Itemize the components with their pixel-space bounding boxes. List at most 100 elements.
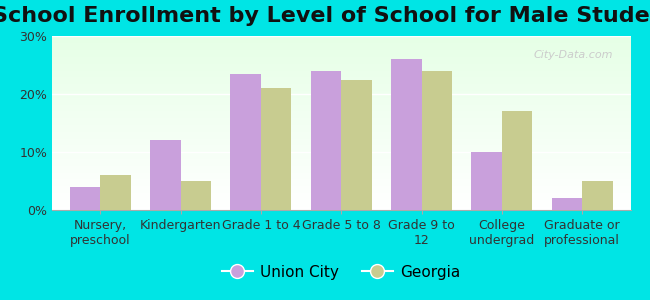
Bar	[52, 55, 630, 56]
Bar	[52, 123, 630, 124]
Bar	[52, 47, 630, 48]
Bar	[52, 53, 630, 54]
Bar	[52, 99, 630, 100]
Bar	[52, 117, 630, 118]
Bar	[52, 75, 630, 76]
Bar	[52, 198, 630, 199]
Bar	[52, 49, 630, 50]
Bar	[52, 181, 630, 182]
Bar	[52, 185, 630, 186]
Bar	[52, 169, 630, 170]
Bar	[52, 60, 630, 61]
Bar	[52, 159, 630, 160]
Bar	[52, 121, 630, 122]
Bar	[52, 95, 630, 96]
Bar	[52, 58, 630, 59]
Bar	[52, 158, 630, 159]
Bar	[52, 138, 630, 139]
Bar	[52, 91, 630, 92]
Bar	[52, 147, 630, 148]
Bar	[52, 72, 630, 73]
Bar	[52, 163, 630, 164]
Bar	[52, 201, 630, 202]
Bar	[52, 88, 630, 89]
Bar	[52, 154, 630, 155]
Bar	[52, 84, 630, 85]
Bar	[52, 46, 630, 47]
Bar	[52, 206, 630, 207]
Bar	[52, 59, 630, 60]
Bar	[471, 152, 502, 210]
Bar	[52, 192, 630, 193]
Bar	[52, 188, 630, 189]
Bar	[52, 165, 630, 166]
Bar	[52, 102, 630, 103]
Bar	[52, 177, 630, 178]
Bar	[52, 144, 630, 145]
Bar	[52, 131, 630, 132]
Bar	[52, 110, 630, 111]
Bar	[52, 38, 630, 39]
Bar	[52, 64, 630, 65]
Bar	[52, 175, 630, 176]
Bar	[52, 76, 630, 77]
Bar	[52, 133, 630, 134]
Bar	[52, 199, 630, 200]
Bar	[52, 136, 630, 137]
Bar	[52, 205, 630, 206]
Bar	[52, 151, 630, 152]
Bar	[52, 109, 630, 110]
Bar	[52, 50, 630, 51]
Bar	[52, 139, 630, 140]
Bar	[52, 179, 630, 180]
Bar	[52, 178, 630, 179]
Bar	[52, 173, 630, 174]
Bar	[52, 124, 630, 125]
Bar	[52, 111, 630, 112]
Bar	[391, 59, 422, 210]
Bar	[52, 171, 630, 172]
Bar	[52, 125, 630, 126]
Bar	[52, 207, 630, 208]
Bar	[52, 63, 630, 64]
Bar	[52, 174, 630, 175]
Bar	[52, 120, 630, 121]
Bar	[52, 140, 630, 141]
Bar	[52, 160, 630, 161]
Bar	[52, 142, 630, 143]
Bar	[52, 39, 630, 40]
Bar	[52, 195, 630, 196]
Bar	[52, 45, 630, 46]
Bar	[52, 78, 630, 79]
Bar	[52, 90, 630, 91]
Bar	[52, 54, 630, 55]
Bar	[52, 115, 630, 116]
Bar	[100, 175, 131, 210]
Bar	[52, 204, 630, 205]
Bar	[52, 113, 630, 114]
Bar	[52, 162, 630, 163]
Bar	[52, 122, 630, 123]
Bar	[52, 100, 630, 101]
Bar	[52, 200, 630, 201]
Bar	[52, 74, 630, 75]
Bar	[52, 193, 630, 194]
Bar	[52, 209, 630, 210]
Bar	[52, 67, 630, 68]
Bar	[52, 114, 630, 115]
Bar	[52, 129, 630, 130]
Bar	[52, 135, 630, 136]
Bar	[52, 141, 630, 142]
Bar	[52, 191, 630, 192]
Bar	[52, 96, 630, 97]
Bar	[52, 93, 630, 94]
Bar	[52, 187, 630, 188]
Bar	[52, 128, 630, 129]
Bar	[52, 134, 630, 135]
Bar	[52, 40, 630, 41]
Bar	[52, 73, 630, 74]
Bar	[52, 194, 630, 195]
Bar	[52, 48, 630, 49]
Bar	[52, 184, 630, 185]
Bar	[52, 112, 630, 113]
